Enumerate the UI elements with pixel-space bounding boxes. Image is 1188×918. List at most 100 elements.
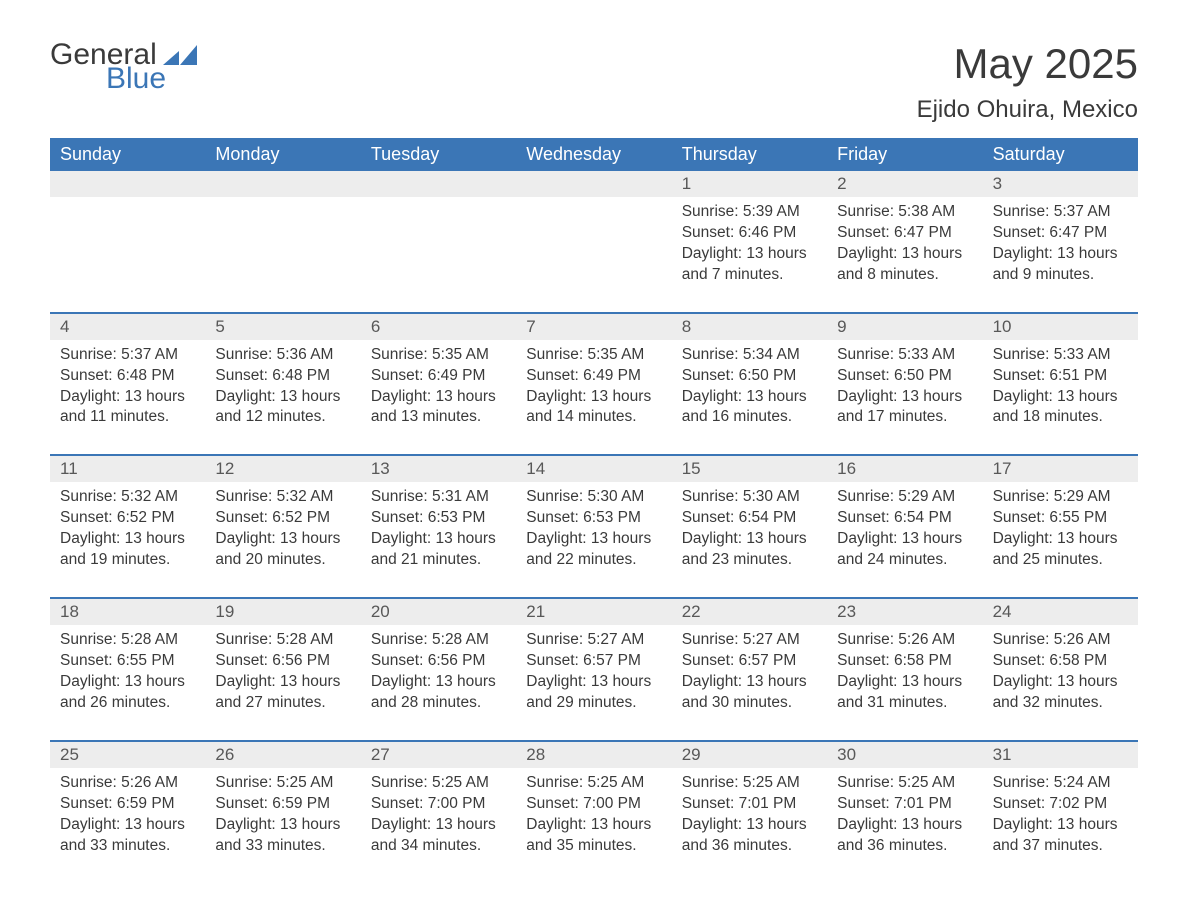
day-header: Wednesday <box>516 138 671 171</box>
day-detail-line: Daylight: 13 hours and 28 minutes. <box>371 672 506 714</box>
day-number: 23 <box>827 599 982 625</box>
logo: General Blue <box>50 40 197 94</box>
day-number: 5 <box>205 314 360 340</box>
day-detail-line: Sunset: 6:58 PM <box>993 651 1128 672</box>
day-number: 20 <box>361 599 516 625</box>
day-detail-line: Daylight: 13 hours and 26 minutes. <box>60 672 195 714</box>
day-detail-line: Sunset: 6:59 PM <box>60 794 195 815</box>
day-detail-line: Sunset: 6:48 PM <box>60 366 195 387</box>
day-detail-line: Daylight: 13 hours and 9 minutes. <box>993 244 1128 286</box>
day-cell: Sunrise: 5:35 AMSunset: 6:49 PMDaylight:… <box>361 340 516 455</box>
day-detail-line: Daylight: 13 hours and 11 minutes. <box>60 387 195 429</box>
day-number: 28 <box>516 742 671 768</box>
day-number: 29 <box>672 742 827 768</box>
day-number: 18 <box>50 599 205 625</box>
logo-flag-icon <box>163 45 197 65</box>
day-detail-line: Sunset: 6:50 PM <box>837 366 972 387</box>
day-detail-line: Sunset: 6:55 PM <box>60 651 195 672</box>
day-cell: Sunrise: 5:39 AMSunset: 6:46 PMDaylight:… <box>672 197 827 312</box>
day-detail-line: Daylight: 13 hours and 22 minutes. <box>526 529 661 571</box>
day-number: 16 <box>827 456 982 482</box>
day-number: 12 <box>205 456 360 482</box>
day-cell: Sunrise: 5:28 AMSunset: 6:56 PMDaylight:… <box>361 625 516 740</box>
day-cell: Sunrise: 5:31 AMSunset: 6:53 PMDaylight:… <box>361 482 516 597</box>
day-detail-line: Sunset: 7:01 PM <box>682 794 817 815</box>
day-body-row: Sunrise: 5:26 AMSunset: 6:59 PMDaylight:… <box>50 768 1138 883</box>
day-header: Friday <box>827 138 982 171</box>
day-cell: Sunrise: 5:32 AMSunset: 6:52 PMDaylight:… <box>205 482 360 597</box>
day-number: 30 <box>827 742 982 768</box>
day-detail-line: Sunrise: 5:37 AM <box>993 202 1128 223</box>
day-detail-line: Daylight: 13 hours and 33 minutes. <box>60 815 195 857</box>
day-number: 4 <box>50 314 205 340</box>
day-detail-line: Daylight: 13 hours and 16 minutes. <box>682 387 817 429</box>
day-body-row: Sunrise: 5:32 AMSunset: 6:52 PMDaylight:… <box>50 482 1138 597</box>
day-cell <box>516 197 671 312</box>
day-cell: Sunrise: 5:37 AMSunset: 6:47 PMDaylight:… <box>983 197 1138 312</box>
day-detail-line: Sunrise: 5:26 AM <box>993 630 1128 651</box>
day-detail-line: Sunset: 6:47 PM <box>837 223 972 244</box>
day-detail-line: Sunset: 6:49 PM <box>371 366 506 387</box>
day-detail-line: Sunset: 6:52 PM <box>215 508 350 529</box>
day-detail-line: Sunrise: 5:33 AM <box>837 345 972 366</box>
day-number: 2 <box>827 171 982 197</box>
day-number <box>50 171 205 197</box>
day-detail-line: Sunrise: 5:25 AM <box>837 773 972 794</box>
day-header: Tuesday <box>361 138 516 171</box>
day-cell: Sunrise: 5:32 AMSunset: 6:52 PMDaylight:… <box>50 482 205 597</box>
day-detail-line: Sunrise: 5:28 AM <box>215 630 350 651</box>
day-cell: Sunrise: 5:25 AMSunset: 7:00 PMDaylight:… <box>361 768 516 883</box>
day-cell: Sunrise: 5:27 AMSunset: 6:57 PMDaylight:… <box>672 625 827 740</box>
day-detail-line: Sunrise: 5:35 AM <box>526 345 661 366</box>
day-number: 26 <box>205 742 360 768</box>
day-number-row: 123 <box>50 171 1138 197</box>
calendar-week: 11121314151617Sunrise: 5:32 AMSunset: 6:… <box>50 454 1138 597</box>
calendar-week: 45678910Sunrise: 5:37 AMSunset: 6:48 PMD… <box>50 312 1138 455</box>
day-number: 10 <box>983 314 1138 340</box>
day-cell <box>205 197 360 312</box>
day-cell: Sunrise: 5:38 AMSunset: 6:47 PMDaylight:… <box>827 197 982 312</box>
day-number: 27 <box>361 742 516 768</box>
day-header: Thursday <box>672 138 827 171</box>
day-cell: Sunrise: 5:37 AMSunset: 6:48 PMDaylight:… <box>50 340 205 455</box>
day-number: 31 <box>983 742 1138 768</box>
day-cell: Sunrise: 5:29 AMSunset: 6:54 PMDaylight:… <box>827 482 982 597</box>
day-detail-line: Sunset: 6:54 PM <box>837 508 972 529</box>
day-detail-line: Daylight: 13 hours and 31 minutes. <box>837 672 972 714</box>
day-cell: Sunrise: 5:30 AMSunset: 6:54 PMDaylight:… <box>672 482 827 597</box>
day-detail-line: Sunset: 6:58 PM <box>837 651 972 672</box>
day-detail-line: Sunrise: 5:26 AM <box>60 773 195 794</box>
day-detail-line: Sunset: 6:50 PM <box>682 366 817 387</box>
day-detail-line: Sunrise: 5:29 AM <box>993 487 1128 508</box>
day-detail-line: Daylight: 13 hours and 33 minutes. <box>215 815 350 857</box>
day-number: 24 <box>983 599 1138 625</box>
day-detail-line: Daylight: 13 hours and 12 minutes. <box>215 387 350 429</box>
header: General Blue May 2025 Ejido Ohuira, Mexi… <box>50 40 1138 124</box>
day-detail-line: Sunrise: 5:35 AM <box>371 345 506 366</box>
day-detail-line: Daylight: 13 hours and 7 minutes. <box>682 244 817 286</box>
day-detail-line: Sunset: 6:53 PM <box>371 508 506 529</box>
title-block: May 2025 Ejido Ohuira, Mexico <box>917 40 1138 124</box>
day-number <box>516 171 671 197</box>
day-detail-line: Sunset: 6:54 PM <box>682 508 817 529</box>
day-detail-line: Sunset: 6:52 PM <box>60 508 195 529</box>
day-number: 3 <box>983 171 1138 197</box>
day-detail-line: Sunset: 6:48 PM <box>215 366 350 387</box>
day-detail-line: Sunrise: 5:32 AM <box>60 487 195 508</box>
day-detail-line: Daylight: 13 hours and 17 minutes. <box>837 387 972 429</box>
day-cell: Sunrise: 5:36 AMSunset: 6:48 PMDaylight:… <box>205 340 360 455</box>
day-detail-line: Sunset: 7:01 PM <box>837 794 972 815</box>
day-number: 7 <box>516 314 671 340</box>
day-detail-line: Daylight: 13 hours and 20 minutes. <box>215 529 350 571</box>
day-number: 13 <box>361 456 516 482</box>
month-title: May 2025 <box>917 40 1138 88</box>
location-label: Ejido Ohuira, Mexico <box>917 96 1138 124</box>
calendar-week: 25262728293031Sunrise: 5:26 AMSunset: 6:… <box>50 740 1138 883</box>
day-number: 15 <box>672 456 827 482</box>
day-detail-line: Daylight: 13 hours and 8 minutes. <box>837 244 972 286</box>
day-cell: Sunrise: 5:26 AMSunset: 6:58 PMDaylight:… <box>827 625 982 740</box>
day-detail-line: Sunrise: 5:33 AM <box>993 345 1128 366</box>
day-detail-line: Sunrise: 5:25 AM <box>526 773 661 794</box>
day-cell: Sunrise: 5:34 AMSunset: 6:50 PMDaylight:… <box>672 340 827 455</box>
day-number: 8 <box>672 314 827 340</box>
